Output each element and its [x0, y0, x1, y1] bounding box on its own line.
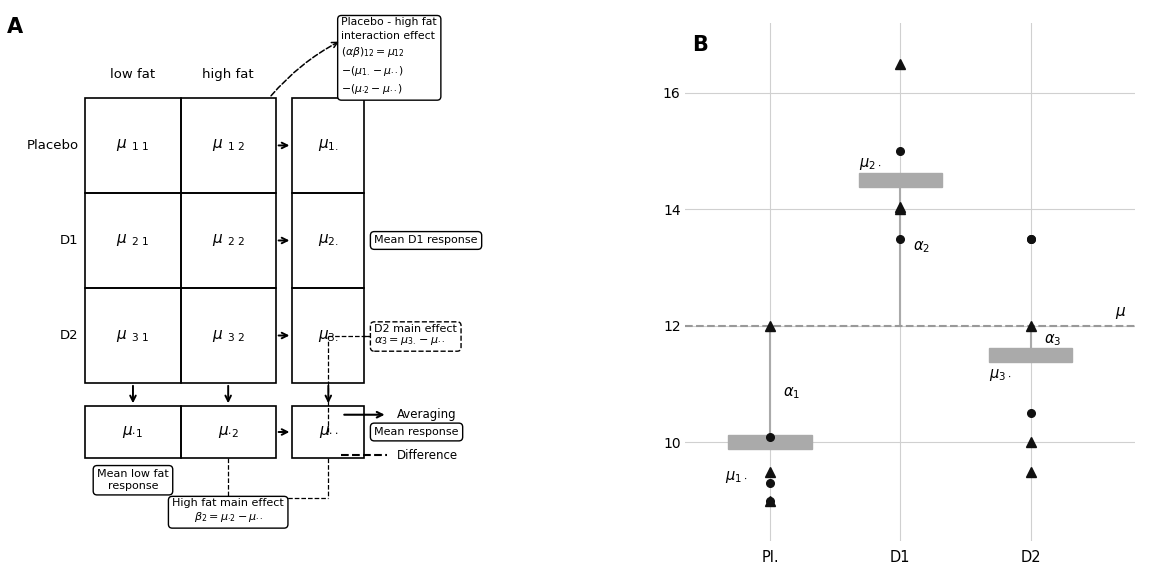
Text: B: B	[692, 35, 707, 55]
Text: low fat: low fat	[111, 67, 156, 81]
Text: Placebo - high fat
interaction effect
$(\alpha\beta)_{12} = \mu_{12}$
$-(\mu_{1.: Placebo - high fat interaction effect $(…	[341, 17, 437, 96]
Text: high fat: high fat	[203, 67, 253, 81]
Bar	[85, 98, 181, 193]
Bar	[85, 406, 181, 458]
Text: High fat main effect
$\beta_2 = \mu_{\cdot 2} - \mu_{\cdot\cdot}$: High fat main effect $\beta_2 = \mu_{\cd…	[173, 498, 285, 524]
Text: A: A	[7, 17, 23, 37]
Text: Mean response: Mean response	[374, 427, 458, 437]
Bar	[293, 98, 364, 193]
Bar	[181, 288, 275, 383]
Text: $\mu_{2\cdot}$: $\mu_{2\cdot}$	[858, 156, 881, 172]
Text: $\alpha_3$: $\alpha_3$	[1044, 332, 1061, 348]
Text: $\mu\ _{3\ 1}$: $\mu\ _{3\ 1}$	[116, 328, 150, 343]
Bar	[181, 98, 275, 193]
Text: $\mu_{\cdot 2}$: $\mu_{\cdot 2}$	[218, 424, 238, 440]
Text: D2 main effect
$\alpha_3 = \mu_{3.} - \mu_{\cdot\cdot}$: D2 main effect $\alpha_3 = \mu_{3.} - \m…	[374, 324, 457, 347]
Text: $\mu\ _{3\ 2}$: $\mu\ _{3\ 2}$	[212, 328, 244, 343]
Text: $\mu_{\cdot 1}$: $\mu_{\cdot 1}$	[122, 424, 144, 440]
Text: $\mu_{3\cdot}$: $\mu_{3\cdot}$	[988, 367, 1011, 382]
Bar	[728, 435, 812, 449]
Bar	[858, 173, 942, 187]
Text: D2: D2	[60, 329, 78, 342]
Text: $\mu\ _{2\ 1}$: $\mu\ _{2\ 1}$	[116, 233, 150, 248]
Text: $\mu_{3.}$: $\mu_{3.}$	[318, 328, 339, 343]
Text: $\mu_{2.}$: $\mu_{2.}$	[318, 233, 339, 248]
Text: $\mu\ _{2\ 2}$: $\mu\ _{2\ 2}$	[212, 233, 244, 248]
Text: $\mu\ _{1\ 1}$: $\mu\ _{1\ 1}$	[116, 138, 150, 153]
Text: $\mu_{1\cdot}$: $\mu_{1\cdot}$	[725, 469, 746, 484]
Text: Mean low fat
response: Mean low fat response	[97, 469, 169, 491]
Bar	[181, 406, 275, 458]
Text: D1: D1	[60, 234, 78, 247]
Bar	[181, 193, 275, 288]
Text: $\mu_{1.}$: $\mu_{1.}$	[318, 138, 339, 153]
Text: Averaging: Averaging	[397, 408, 457, 421]
Bar	[293, 288, 364, 383]
Bar	[293, 406, 364, 458]
Text: Placebo: Placebo	[26, 139, 78, 152]
Bar	[85, 288, 181, 383]
Bar	[85, 193, 181, 288]
Bar	[293, 193, 364, 288]
Text: $\alpha_1$: $\alpha_1$	[783, 385, 801, 401]
Text: $\mu\ _{1\ 2}$: $\mu\ _{1\ 2}$	[212, 138, 244, 153]
Bar	[988, 348, 1073, 362]
Text: $\mu_{\cdot\cdot}$: $\mu_{\cdot\cdot}$	[318, 424, 339, 440]
Text: Mean D1 response: Mean D1 response	[374, 236, 478, 245]
Text: Difference: Difference	[397, 449, 458, 461]
Text: $\mu$: $\mu$	[1115, 305, 1127, 321]
Text: $\alpha_2$: $\alpha_2$	[914, 240, 931, 255]
